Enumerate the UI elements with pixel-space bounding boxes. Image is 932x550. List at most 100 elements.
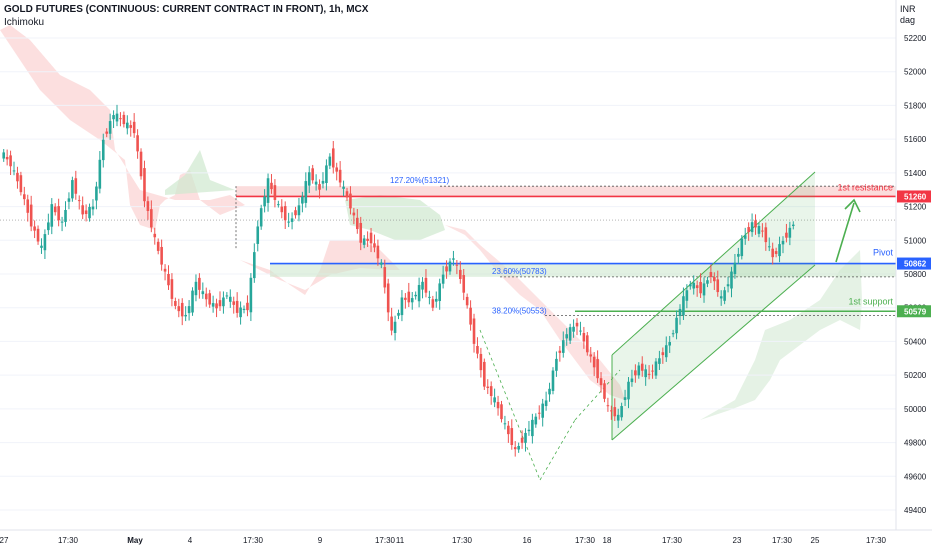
candle-body — [5, 156, 9, 160]
candle-body — [520, 437, 524, 443]
candle-body — [634, 370, 637, 376]
candle-body — [483, 361, 486, 387]
candle-body — [177, 306, 181, 312]
candle-body — [108, 121, 112, 134]
candle-body — [623, 397, 627, 400]
candle-body — [778, 244, 781, 257]
projection-arrow — [835, 202, 855, 263]
candle-body — [579, 330, 582, 332]
pivot-zone — [270, 263, 896, 277]
price-axis[interactable]: 52200 52000 51800 51600 51400 51200 51000 50800… — [895, 0, 932, 530]
candle-body — [658, 358, 661, 364]
candle-body — [270, 182, 273, 190]
candle-body — [53, 206, 57, 213]
candle-body — [431, 299, 435, 308]
candle-body — [507, 425, 510, 435]
candle-body — [695, 285, 699, 289]
time-tick-label: 9 — [318, 536, 323, 545]
candle-body — [486, 386, 490, 388]
candle-body — [757, 226, 761, 234]
candles — [2, 104, 795, 457]
candle-body — [548, 388, 551, 395]
candle-body — [414, 294, 417, 297]
price-tick-label: 50400 — [904, 337, 927, 346]
candle-body — [558, 350, 562, 353]
candle-body — [208, 293, 211, 305]
candle-body — [307, 172, 311, 186]
candle-body — [225, 295, 229, 297]
candle-body — [43, 234, 47, 251]
candle-body — [211, 303, 215, 307]
candle-body — [767, 246, 771, 248]
candle-body — [599, 378, 603, 386]
candle-body — [129, 125, 133, 128]
time-tick-label: 17:30 — [243, 536, 264, 545]
candle-body — [160, 246, 163, 265]
candle-body — [74, 178, 78, 194]
candle-body — [362, 238, 366, 245]
candle-body — [723, 290, 726, 301]
candle-body — [716, 279, 720, 293]
candle-body — [342, 186, 345, 189]
time-tick-label: 4 — [188, 536, 193, 545]
candle-body — [132, 121, 136, 134]
candle-body — [47, 222, 50, 231]
price-tick-label: 51000 — [904, 236, 927, 245]
price-tick-label: 52200 — [904, 34, 927, 43]
cloud-segment-red — [240, 240, 400, 295]
candle-body — [476, 345, 479, 354]
candle-body — [733, 262, 737, 274]
candle-body — [675, 317, 678, 334]
time-tick-label: 11 — [396, 536, 405, 545]
candle-body — [122, 114, 126, 125]
candle-body — [386, 283, 390, 313]
candle-body — [139, 151, 143, 177]
channel-upper — [611, 171, 816, 356]
candle-body — [287, 221, 290, 223]
candle-body — [191, 290, 194, 313]
time-tick-label: 25 — [811, 536, 820, 545]
candle-body — [325, 165, 328, 184]
price-tick-label: 51200 — [904, 203, 927, 212]
candle-body — [699, 281, 702, 294]
candle-body — [222, 297, 225, 307]
candle-body — [311, 168, 314, 181]
pivot-price-tag — [897, 257, 931, 270]
candle-body — [126, 122, 129, 129]
candle-body — [441, 274, 445, 284]
candle-body — [19, 175, 23, 193]
candle-body — [9, 155, 12, 167]
price-tick-label: 49800 — [904, 439, 927, 448]
candle-body — [750, 222, 754, 233]
candle-body — [95, 186, 98, 201]
candle-body — [390, 316, 393, 331]
candle-body — [565, 334, 569, 339]
candle-body — [163, 268, 167, 272]
time-tick-label: 17:30 — [452, 536, 473, 545]
candle-body — [2, 152, 6, 159]
candle-body — [664, 345, 668, 358]
projection-arrowhead — [844, 198, 861, 213]
candle-body — [12, 170, 16, 172]
candle-body — [644, 369, 647, 378]
candle-body — [541, 403, 544, 418]
candle-body — [98, 159, 102, 189]
candle-body — [235, 300, 239, 313]
candle-body — [201, 291, 205, 295]
candle-body — [469, 307, 472, 325]
candle-body — [242, 308, 246, 310]
candle-body — [187, 306, 191, 314]
candle-body — [661, 352, 665, 356]
candle-body — [668, 342, 671, 346]
price-tick-label: 51600 — [904, 135, 927, 144]
swing-line — [479, 329, 541, 481]
time-tick-label: 23 — [733, 536, 742, 545]
candle-body — [791, 224, 795, 227]
candle-body — [774, 251, 778, 254]
candle-body — [730, 271, 733, 289]
candle-body — [513, 447, 517, 450]
candle-body — [586, 335, 589, 353]
candle-body — [610, 410, 613, 412]
time-axis[interactable]: 27 17:30 May 4 17:30 9 17:30 11 17:30 16 17:30 18 17… — [0, 529, 932, 545]
